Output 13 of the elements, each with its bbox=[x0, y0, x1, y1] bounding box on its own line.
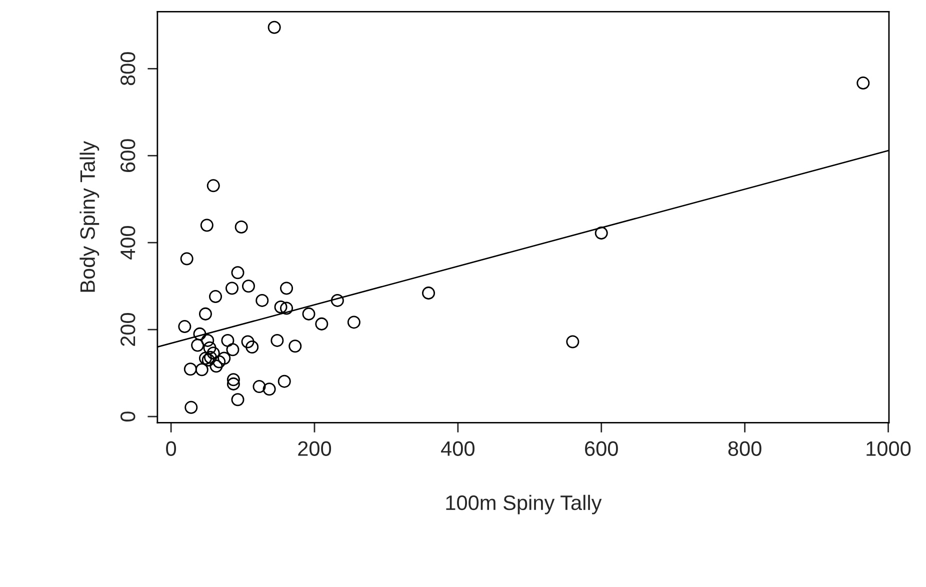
y-tick-label: 0 bbox=[120, 412, 136, 422]
y-tick-label: 200 bbox=[120, 313, 136, 346]
x-tick-label: 0 bbox=[166, 441, 176, 456]
y-axis-title: Body Spiny Tally bbox=[80, 140, 100, 292]
y-tick-label: 400 bbox=[120, 226, 136, 260]
y-tick-label: 800 bbox=[120, 52, 136, 86]
x-tick-label: 800 bbox=[728, 441, 762, 456]
x-tick-label: 200 bbox=[298, 441, 332, 456]
x-tick-label: 1000 bbox=[866, 441, 911, 456]
y-tick-label: 600 bbox=[120, 139, 136, 172]
x-axis-title: 100m Spiny Tally bbox=[446, 494, 602, 514]
x-tick-label: 600 bbox=[585, 441, 618, 456]
x-tick-label: 400 bbox=[441, 441, 474, 456]
